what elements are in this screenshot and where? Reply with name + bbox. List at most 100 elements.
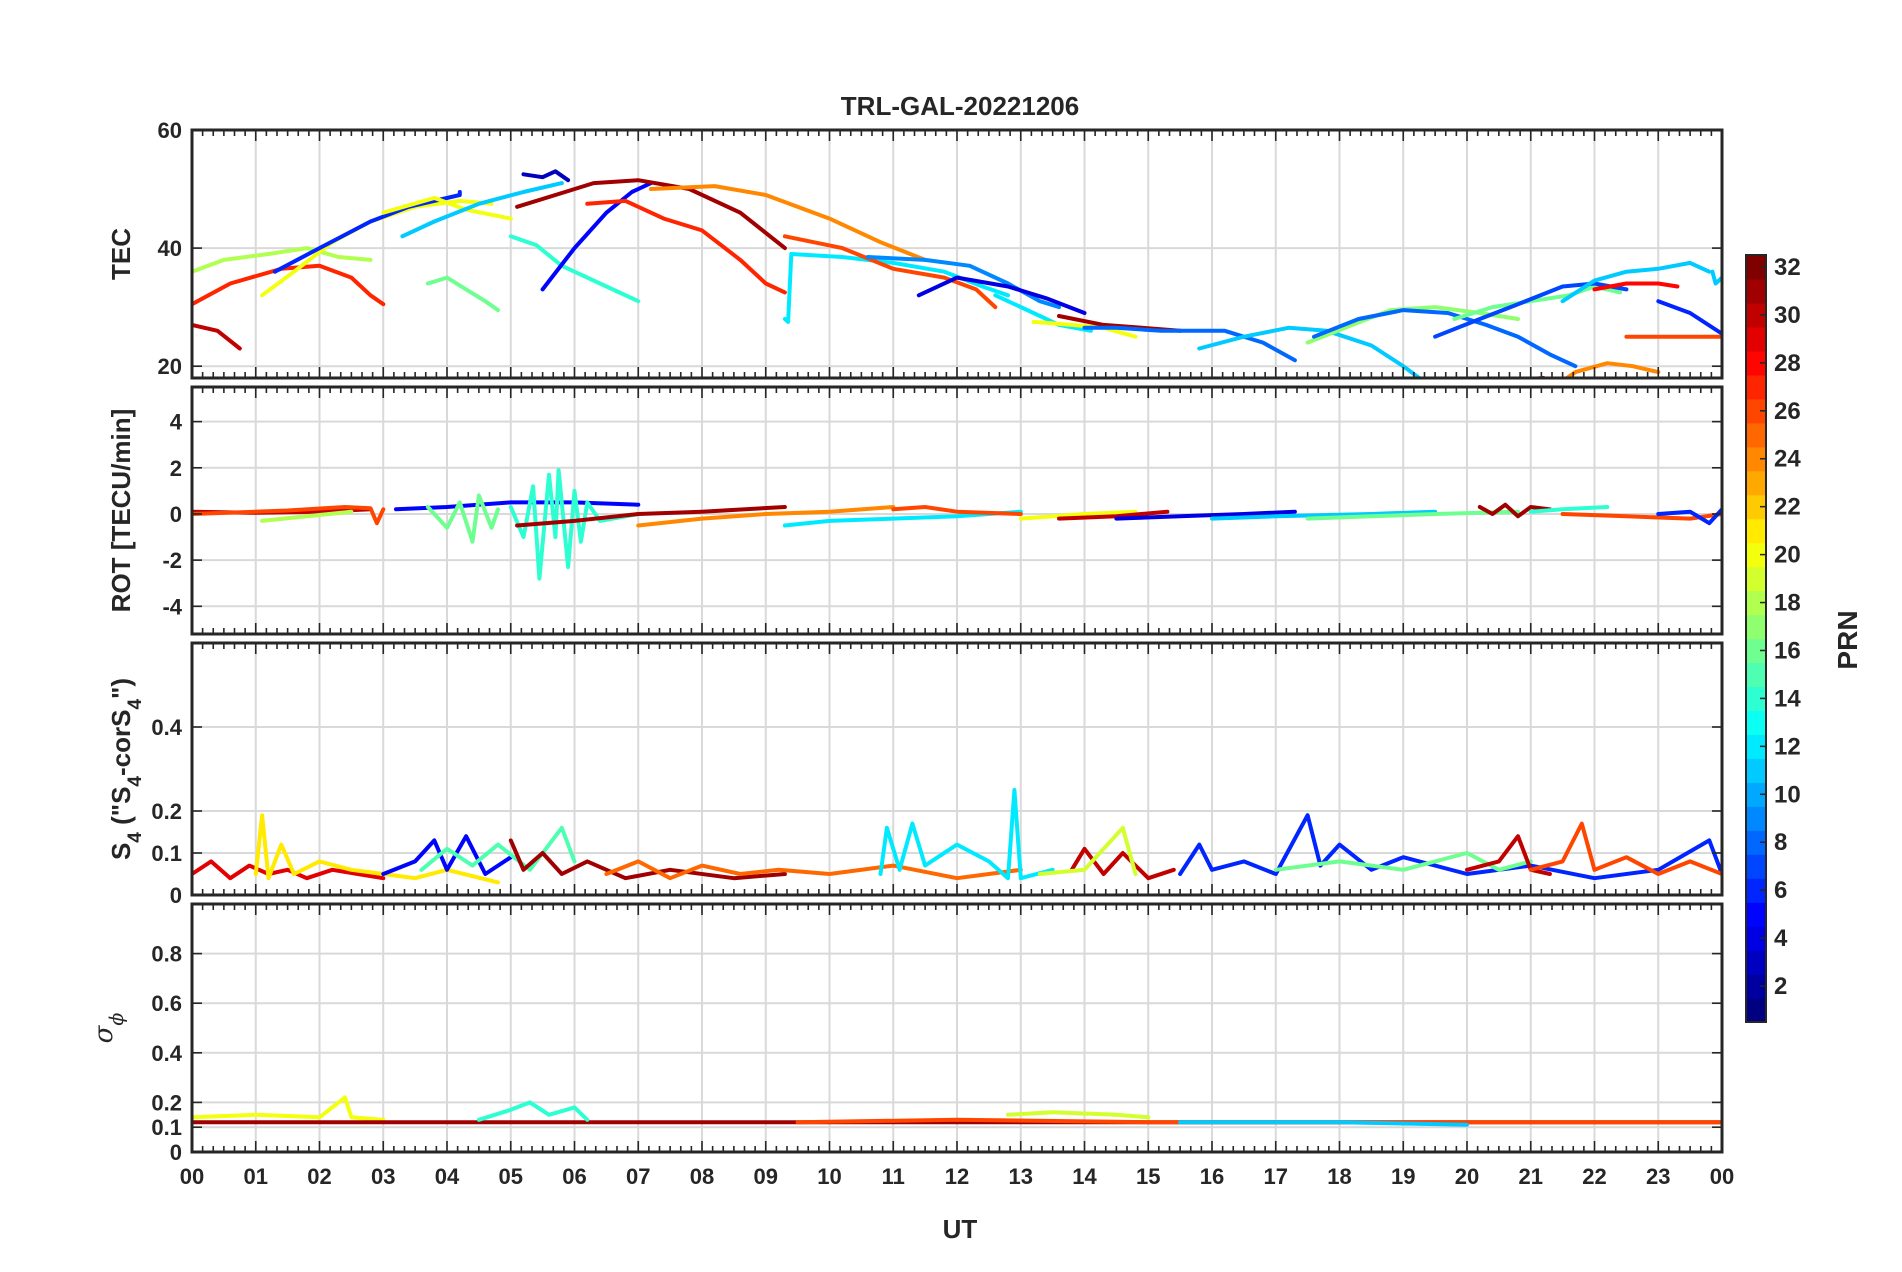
colorbar-cell-prn32 bbox=[1746, 255, 1766, 280]
colorbar-cell-prn8 bbox=[1746, 830, 1766, 855]
colorbar-tick-label: 32 bbox=[1774, 254, 1801, 281]
y-tick-label-rot: -4 bbox=[162, 594, 182, 619]
series-s4-prn30-11 bbox=[1465, 834, 1552, 876]
panel-sigma-frame bbox=[190, 902, 1724, 1154]
colorbar-cell-prn13 bbox=[1746, 710, 1766, 735]
y-tick-label-rot: 4 bbox=[170, 410, 183, 435]
colorbar-cell-prn27 bbox=[1746, 374, 1766, 400]
x-tick-label: 10 bbox=[817, 1164, 841, 1189]
y-tick-label-rot: 0 bbox=[170, 502, 182, 527]
series-tec-prn20-5 bbox=[381, 195, 513, 221]
colorbar-tick-label: 20 bbox=[1774, 542, 1801, 569]
y-axis-label-sigma: σϕ bbox=[89, 1013, 128, 1044]
panel-rot: -4 -2 0 2 4 ROT [TECU/min] bbox=[106, 385, 1724, 636]
series-rot-prn14-5 bbox=[508, 468, 641, 581]
series-rot-prn26-17 bbox=[1560, 512, 1722, 521]
y-tick-label-sigma: 0.2 bbox=[151, 1090, 182, 1115]
series-group-tec bbox=[192, 169, 1722, 378]
colorbar-cell-prn10 bbox=[1746, 782, 1766, 807]
colorbar-cell-prn29 bbox=[1746, 326, 1766, 352]
y-tick-label-tec: 20 bbox=[158, 354, 182, 379]
series-s4-prn12-6 bbox=[878, 788, 1055, 881]
label-part: -corS bbox=[106, 710, 136, 776]
series-s4-prn26-12 bbox=[1528, 821, 1722, 876]
series-rot-prn6-18 bbox=[1656, 507, 1722, 526]
y-tick-label-s4: 0 bbox=[170, 883, 182, 908]
series-tec-prn26-15 bbox=[782, 234, 998, 310]
series-rot-prn14-16 bbox=[1528, 505, 1610, 514]
series-tec-prn28-27 bbox=[1592, 281, 1680, 292]
colorbar-cell-prn7 bbox=[1746, 854, 1766, 879]
colorbar-tick-label: 2 bbox=[1774, 973, 1787, 1000]
colorbar-cell-prn2 bbox=[1746, 974, 1766, 999]
y-tick-label-sigma: 0.8 bbox=[151, 942, 182, 967]
x-tick-label: 16 bbox=[1200, 1164, 1224, 1189]
colorbar-cell-prn24 bbox=[1746, 446, 1766, 472]
panel-sigma: 00.10.2 0.4 0.6 0.8 σϕ 00 01 02 03 04 05 06 07 08 09 10… bbox=[89, 902, 1734, 1189]
series-rot-prn31-6 bbox=[515, 505, 787, 528]
colorbar-cell-prn28 bbox=[1746, 350, 1766, 376]
x-tick-label: 00 bbox=[1710, 1164, 1734, 1189]
colorbar-cell-prn1 bbox=[1746, 998, 1766, 1023]
series-tec-prn27-12 bbox=[585, 198, 787, 295]
phi-subscript: ϕ bbox=[106, 1013, 128, 1026]
panel-s4-frame bbox=[190, 641, 1724, 897]
series-s4-prn6-9 bbox=[1178, 813, 1722, 881]
series-rot-prn30-11 bbox=[1057, 509, 1170, 521]
series-tec-prn12-18 bbox=[993, 293, 1093, 333]
colorbar-cell-prn19 bbox=[1746, 566, 1766, 592]
series-tec-prn4-17 bbox=[916, 275, 1087, 315]
colorbar-cell-prn17 bbox=[1746, 614, 1766, 640]
colorbar-cell-prn22 bbox=[1746, 494, 1766, 520]
y-tick-label-sigma: 0.1 bbox=[151, 1115, 182, 1140]
series-tec-prn18-2 bbox=[192, 246, 373, 274]
series-tec-prn9-16 bbox=[865, 255, 1061, 310]
y-tick-label-tec: 60 bbox=[158, 118, 182, 143]
chart-title: TRL-GAL-20221206 bbox=[841, 91, 1079, 121]
series-tec-prn6-4 bbox=[272, 190, 462, 274]
colorbar-tick-label: 30 bbox=[1774, 302, 1801, 329]
x-tick-label: 14 bbox=[1072, 1164, 1097, 1189]
panel-s4: 00.10.20.4S4 ("S4-corS4") bbox=[106, 641, 1724, 908]
colorbar-tick-label: 24 bbox=[1774, 446, 1801, 473]
colorbar-tick-label: 22 bbox=[1774, 494, 1801, 521]
subscript: 4 bbox=[125, 699, 146, 710]
y-tick-label-sigma: 0 bbox=[170, 1140, 182, 1165]
x-tick-label: 13 bbox=[1009, 1164, 1033, 1189]
x-tick-label: 23 bbox=[1646, 1164, 1670, 1189]
x-tick-label: 19 bbox=[1391, 1164, 1415, 1189]
series-sigma-prn14-2 bbox=[476, 1100, 590, 1122]
y-tick-label-rot: 2 bbox=[170, 456, 182, 481]
series-tec-prn6-29 bbox=[1656, 299, 1722, 336]
colorbar-label: PRN bbox=[1832, 610, 1863, 669]
series-group-sigma bbox=[192, 1095, 1722, 1127]
series-s4-prn25-5 bbox=[604, 859, 1023, 881]
series-rot-prn20-10 bbox=[1018, 509, 1138, 521]
x-tick-label: 07 bbox=[626, 1164, 650, 1189]
series-tec-prn8-21 bbox=[1082, 325, 1297, 363]
series-tec-prn8-24 bbox=[1312, 308, 1578, 369]
x-tick-label: 02 bbox=[307, 1164, 331, 1189]
x-tick-label: 06 bbox=[562, 1164, 586, 1189]
x-tick-label: 11 bbox=[882, 1164, 905, 1189]
label-part: S bbox=[106, 843, 136, 860]
y-tick-label-sigma: 0.6 bbox=[151, 991, 182, 1016]
series-s4-prn15-3 bbox=[419, 825, 577, 872]
subscript: 4 bbox=[125, 832, 146, 843]
y-tick-label-s4: 0.2 bbox=[151, 799, 182, 824]
series-rot-prn16-14 bbox=[1305, 509, 1520, 521]
series-tec-prn31-11 bbox=[515, 178, 787, 251]
colorbar-cell-prn4 bbox=[1746, 926, 1766, 951]
panel-rot-frame bbox=[190, 385, 1724, 636]
colorbar-tick-label: 28 bbox=[1774, 350, 1801, 377]
colorbar-tick-label: 10 bbox=[1774, 781, 1801, 808]
colorbar-cell-prn12 bbox=[1746, 734, 1766, 759]
series-s4-prn30-7 bbox=[1069, 846, 1176, 881]
colorbar-tick-label: 16 bbox=[1774, 637, 1801, 664]
x-tick-label: 05 bbox=[499, 1164, 523, 1189]
series-s4-prn21-1 bbox=[253, 813, 500, 885]
y-tick-label-sigma: 0.4 bbox=[151, 1041, 182, 1066]
y-tick-label-rot: -2 bbox=[162, 548, 182, 573]
x-tick-label: 22 bbox=[1582, 1164, 1606, 1189]
